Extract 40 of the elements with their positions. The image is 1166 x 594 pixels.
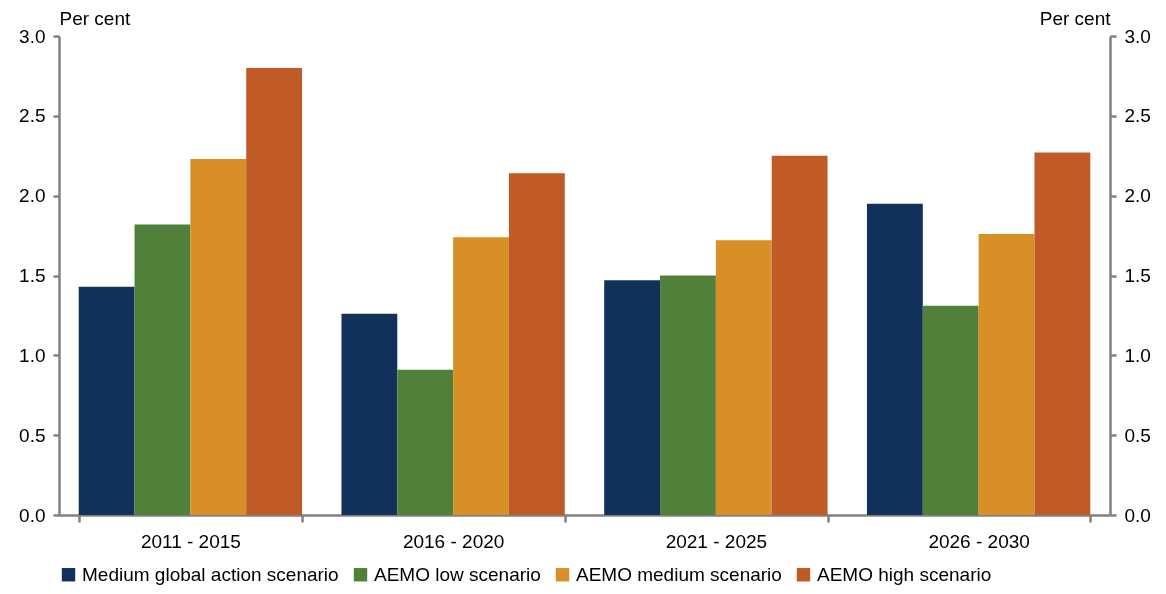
legend-label: AEMO low scenario: [374, 563, 541, 585]
bar: [190, 158, 247, 515]
y2-tick-label: 0.5: [1124, 424, 1151, 446]
y2-tick-label: 2.0: [1124, 185, 1151, 207]
bar: [660, 275, 716, 515]
bar: [246, 67, 303, 515]
bar: [771, 155, 828, 515]
y-tick-label: 0.0: [19, 504, 46, 526]
y2-tick-label: 1.0: [1124, 344, 1151, 366]
y-tick-label: 0.5: [19, 424, 46, 446]
legend-label: AEMO medium scenario: [576, 563, 782, 585]
y2-tick-label: 2.5: [1124, 105, 1151, 127]
y-tick-label: 2.5: [19, 105, 46, 127]
y2-tick-label: 0.0: [1124, 504, 1151, 526]
bar: [922, 305, 979, 515]
bar: [78, 286, 135, 515]
x-tick-label: 2026 - 2030: [928, 530, 1030, 552]
x-tick-label: 2011 - 2015: [140, 530, 241, 552]
bar: [508, 173, 565, 515]
x-tick-label: 2016 - 2020: [402, 530, 505, 552]
y2-tick-label: 3.0: [1124, 25, 1151, 47]
bar: [604, 280, 661, 515]
y-tick-label: 1.0: [19, 344, 46, 366]
bar: [397, 369, 454, 515]
bar: [341, 313, 398, 515]
legend-label: AEMO high scenario: [817, 563, 992, 585]
y-tick-label: 2.0: [19, 185, 46, 207]
bar: [1034, 152, 1091, 515]
y-tick-label: 3.0: [19, 25, 46, 47]
bar: [978, 233, 1035, 515]
bar: [866, 203, 923, 515]
y2-axis-title: Per cent: [1039, 7, 1112, 29]
bar: [453, 237, 509, 515]
y-tick-label: 1.5: [19, 265, 46, 286]
y-axis-title: Per cent: [59, 7, 131, 29]
y2-tick-label: 1.5: [1124, 265, 1151, 286]
bar: [134, 224, 191, 515]
x-tick-label: 2021 - 2025: [665, 530, 768, 552]
legend-label: Medium global action scenario: [82, 563, 339, 585]
bar: [715, 240, 772, 515]
